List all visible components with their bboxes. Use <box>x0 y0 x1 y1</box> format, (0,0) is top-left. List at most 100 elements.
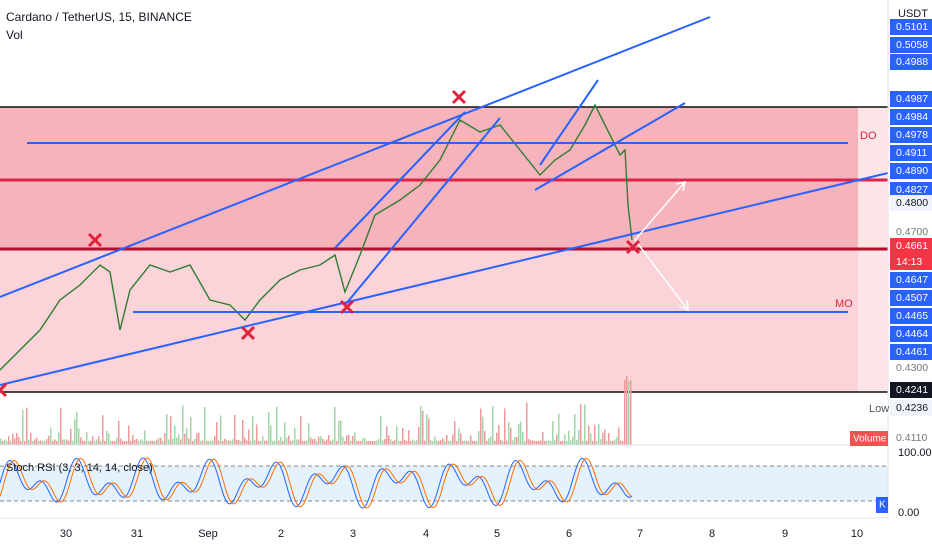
volume-bar <box>332 439 334 445</box>
volume-bar <box>354 432 356 445</box>
zone-upper <box>0 107 888 248</box>
volume-bar <box>68 440 70 445</box>
volume-bar <box>190 416 192 445</box>
date-label: 8 <box>709 528 715 540</box>
price-tag <box>890 400 932 416</box>
volume-bar <box>396 426 398 445</box>
volume-bar <box>522 432 524 445</box>
volume-bar <box>288 435 290 445</box>
volume-bar <box>64 439 66 445</box>
volume-bar <box>420 406 422 445</box>
volume-bar <box>486 440 488 445</box>
price-tag <box>890 54 932 70</box>
volume-bar <box>344 441 346 445</box>
volume-bar <box>82 440 84 445</box>
volume-bar <box>402 427 404 445</box>
price-tag <box>890 195 932 211</box>
price-tag <box>890 272 932 288</box>
volume-bar <box>500 440 502 445</box>
volume-bar <box>308 423 310 445</box>
volume-bar <box>90 441 92 445</box>
volume-bar <box>524 440 526 445</box>
volume-bar <box>150 440 152 445</box>
volume-bar <box>186 428 188 445</box>
volume-bar <box>110 440 112 445</box>
volume-bar <box>494 440 496 445</box>
volume-bar <box>22 409 24 445</box>
volume-bar <box>470 435 472 445</box>
volume-bar <box>72 440 74 445</box>
volume-bar <box>356 441 358 445</box>
price-label: 0.4800 <box>896 197 928 209</box>
price-tag <box>890 163 932 179</box>
price-tag <box>890 344 932 360</box>
volume-bar <box>10 440 12 445</box>
volume-bar <box>296 439 298 445</box>
volume-bar <box>168 439 170 445</box>
symbol-title: Cardano / TetherUS, 15, BINANCE <box>6 10 192 24</box>
volume-bar <box>596 440 598 445</box>
arrow-down <box>634 239 689 312</box>
volume-bar <box>446 434 448 445</box>
volume-bar <box>140 439 142 445</box>
arrows <box>634 181 689 312</box>
volume-bar <box>116 437 118 445</box>
volume-bar <box>622 440 624 445</box>
volume-bar <box>226 439 228 445</box>
volume-bar <box>256 424 258 445</box>
volume-bar <box>254 440 256 445</box>
volume-bar <box>544 440 546 445</box>
volume-bar <box>328 435 330 445</box>
volume-bar <box>218 440 220 445</box>
volume-bar <box>490 436 492 445</box>
volume-bar <box>250 440 252 445</box>
price-label: 0.4890 <box>896 165 928 177</box>
volume-bar <box>334 406 336 445</box>
volume-bar <box>416 439 418 445</box>
volume-bar <box>418 427 420 445</box>
volume-bar <box>488 438 490 445</box>
price-label: 0.4461 <box>896 346 928 358</box>
volume-bar <box>560 440 562 445</box>
volume-bar <box>188 438 190 445</box>
volume-bar <box>520 421 522 445</box>
price-label: 0.4110 <box>896 432 927 444</box>
trend-line <box>534 102 686 191</box>
volume-bar <box>614 439 616 445</box>
volume-bar <box>454 420 456 445</box>
price-label: 0.4465 <box>896 310 928 322</box>
label-mo: MO <box>835 298 853 310</box>
stoch-k <box>0 457 633 509</box>
volume-bar <box>202 440 204 445</box>
stoch-d <box>0 457 633 509</box>
volume-bar <box>286 437 288 445</box>
volume-bar <box>428 418 430 445</box>
volume-bar <box>102 415 104 445</box>
volume-bar <box>114 440 116 445</box>
volume-bar <box>290 440 292 445</box>
volume-bar <box>80 437 82 445</box>
volume-bar <box>6 440 8 445</box>
price-label: 0.4241 <box>896 384 928 396</box>
volume-bar <box>84 440 86 445</box>
volume-bar <box>398 440 400 445</box>
volume-bar <box>42 440 44 445</box>
volume-bar <box>532 440 534 445</box>
volume-bar <box>352 435 354 445</box>
volume-bar <box>468 440 470 445</box>
volume-bar <box>152 440 154 445</box>
volume-bar <box>180 439 182 445</box>
arrow-up <box>634 181 686 241</box>
volume-bar <box>342 436 344 445</box>
volume-bar <box>496 432 498 445</box>
volume-bar <box>550 440 552 445</box>
volume-bar <box>392 440 394 445</box>
volume-bar <box>76 411 78 445</box>
k-label: K <box>879 500 886 511</box>
volume-bar <box>28 439 30 445</box>
volume-bar <box>610 440 612 445</box>
low-label: Low <box>869 403 889 415</box>
volume-bar <box>368 440 370 445</box>
stoch-title: Stoch RSI (3, 3, 14, 14, close) <box>6 462 153 474</box>
volume-bar <box>422 411 424 445</box>
